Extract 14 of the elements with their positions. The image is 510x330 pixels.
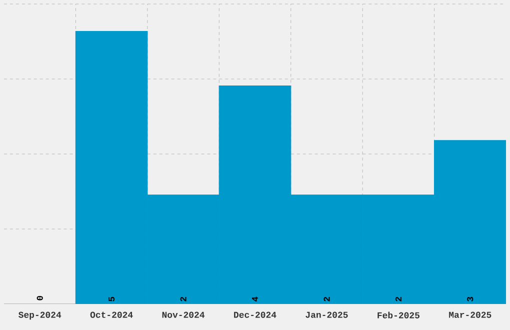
x-tick-label: Oct-2024 — [90, 312, 133, 318]
data-label: 2 — [395, 296, 402, 302]
x-tick-label: Mar-2025 — [449, 312, 492, 318]
data-label: 2 — [180, 296, 186, 302]
x-tick-label: Nov-2024 — [162, 312, 205, 318]
data-label: 0 — [36, 296, 43, 300]
data-label: 4 — [252, 296, 258, 302]
x-tick-label: Dec-2024 — [234, 312, 276, 318]
x-tick-label: Feb-2025 — [378, 312, 420, 318]
x-tick-label: Jan-2025 — [306, 312, 348, 318]
data-label: 5 — [108, 296, 115, 302]
data-label: 3 — [467, 296, 474, 302]
data-label: 2 — [324, 296, 330, 302]
x-tick-label: Sep-2024 — [18, 312, 62, 320]
